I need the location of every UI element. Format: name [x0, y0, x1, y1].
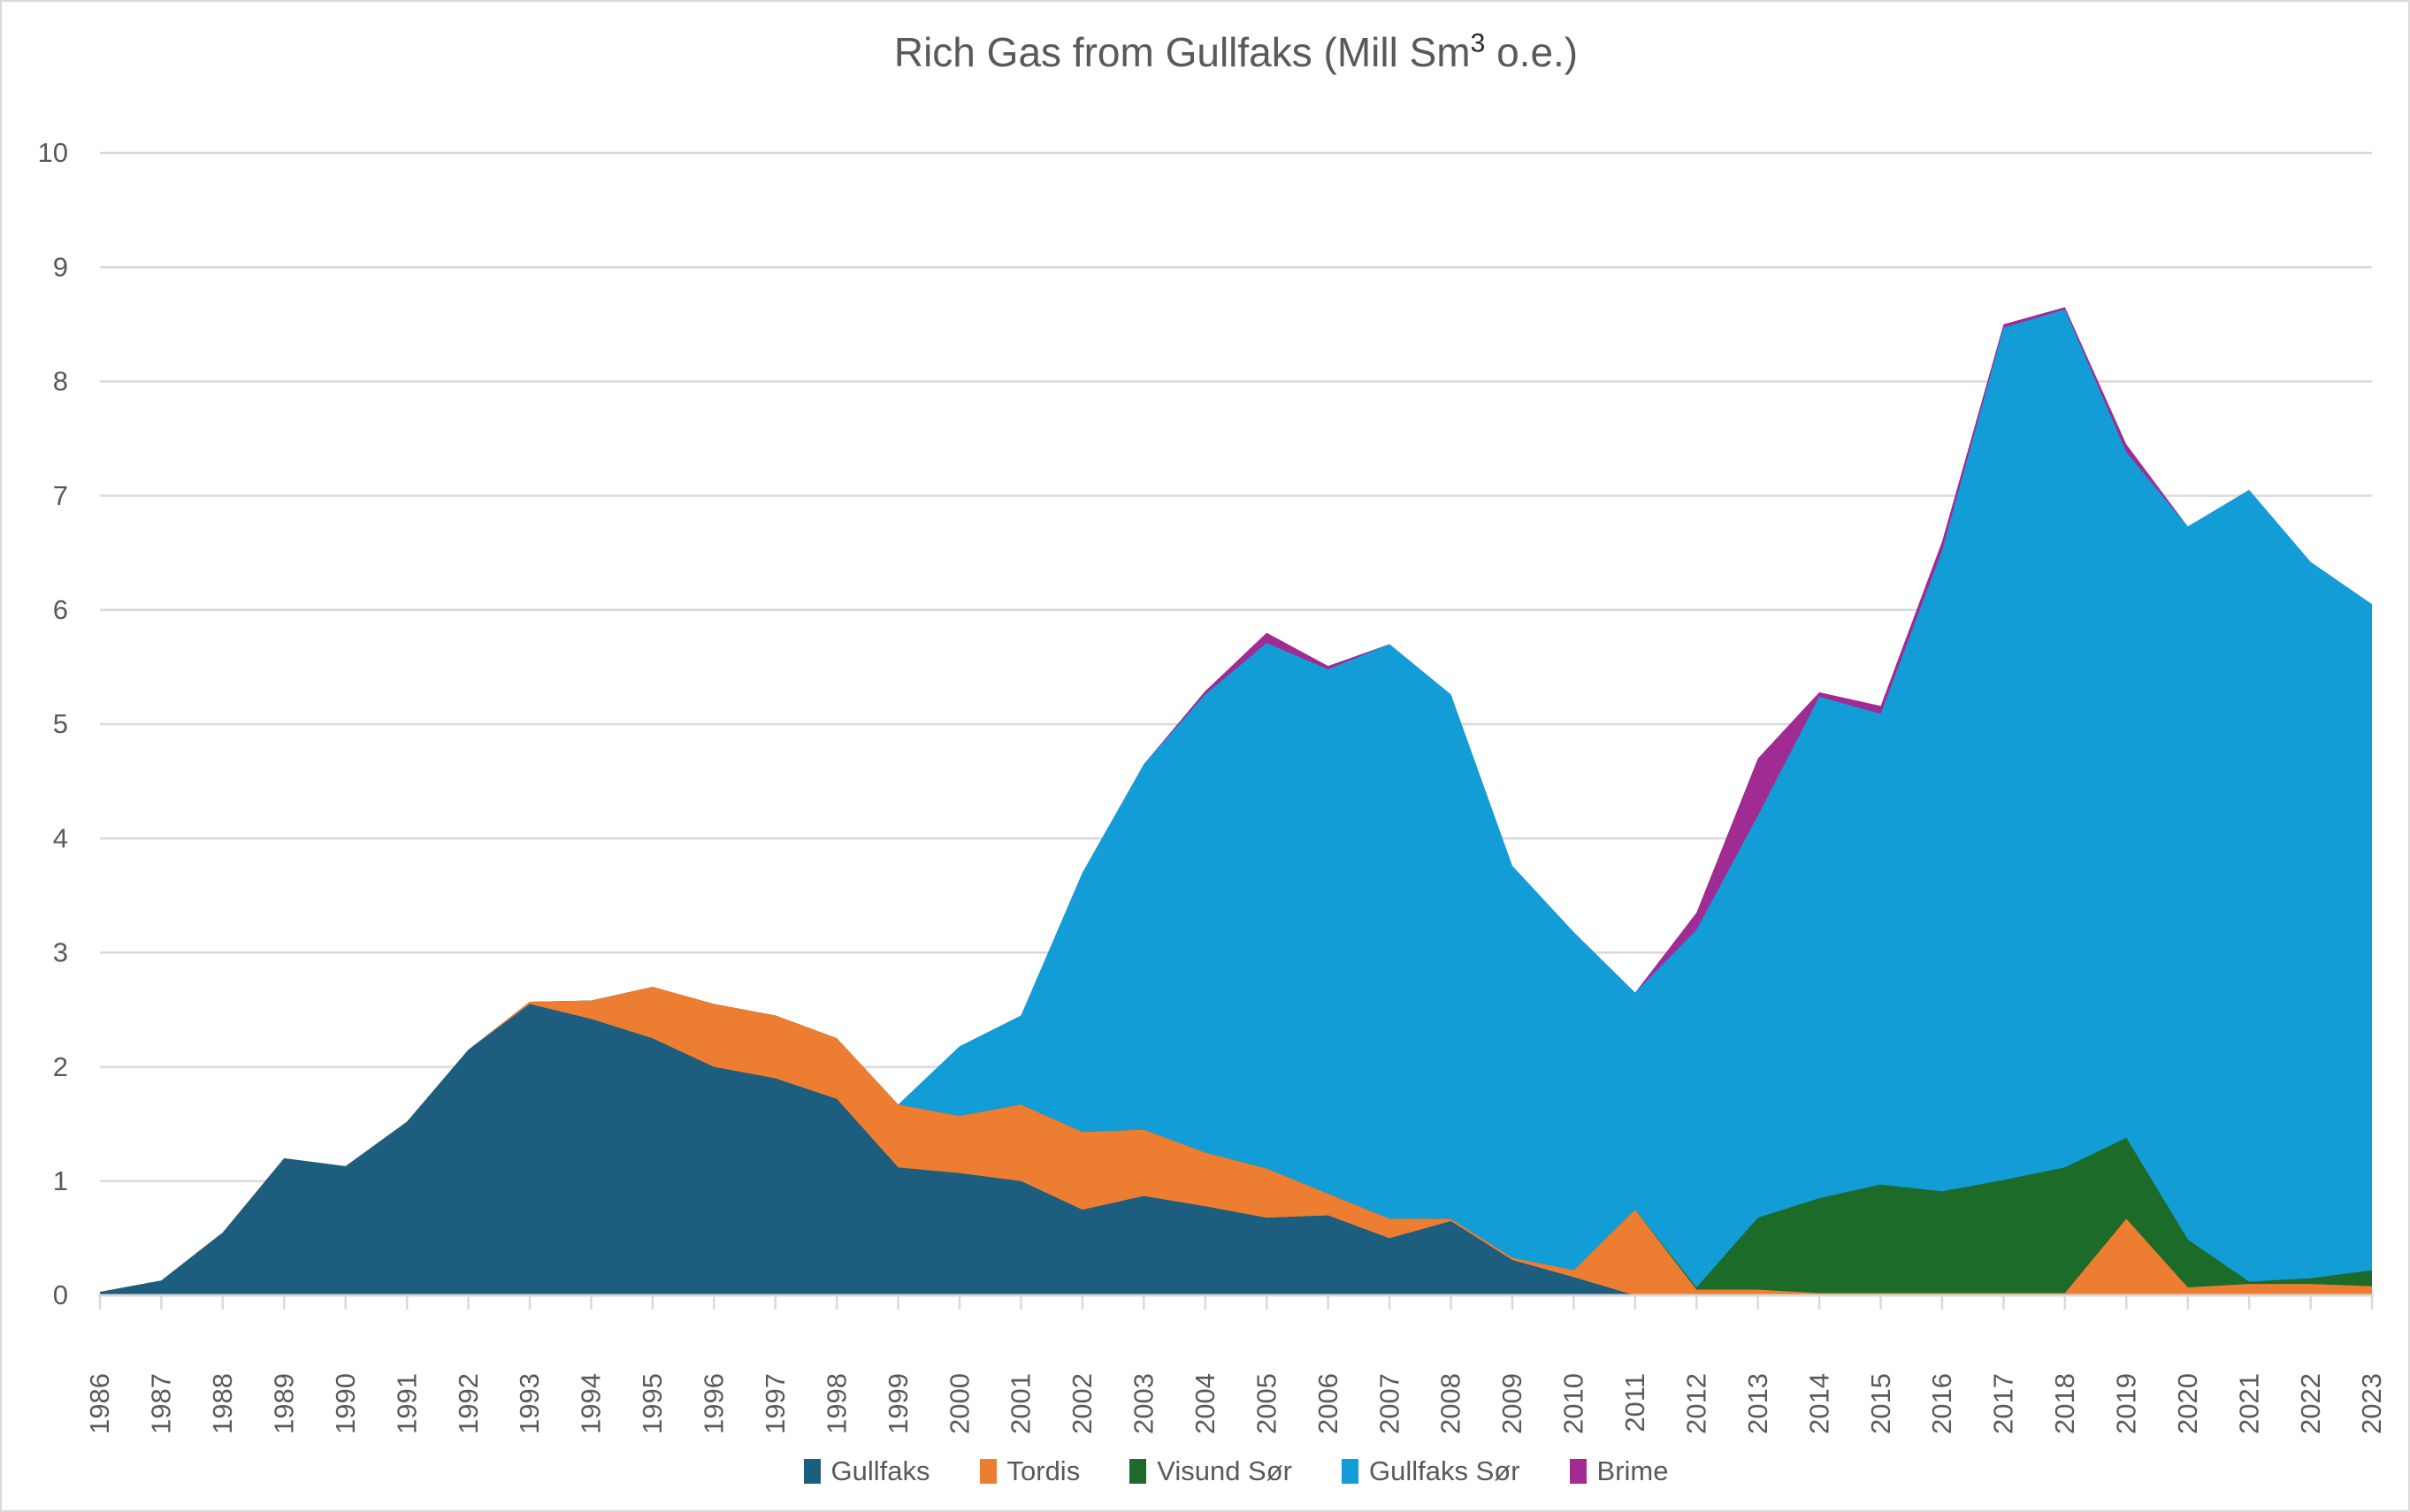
x-axis-label-2003: 2003: [1128, 1373, 1159, 1434]
legend-swatch-icon: [1129, 1459, 1147, 1484]
x-axis-label-1990: 1990: [330, 1373, 361, 1434]
x-axis-label-1994: 1994: [576, 1373, 607, 1434]
x-axis-label-2021: 2021: [2233, 1373, 2264, 1434]
y-axis-label-7: 7: [53, 480, 68, 511]
y-axis-label-10: 10: [38, 137, 68, 168]
legend-item-brime: Brime: [1569, 1455, 1669, 1487]
legend-label: Visund Sør: [1157, 1455, 1292, 1486]
x-axis-label-2007: 2007: [1373, 1373, 1404, 1434]
title-superscript: 3: [1470, 28, 1486, 58]
chart-title: Rich Gas from Gullfaks (Mill Sm3 o.e.): [893, 28, 1579, 75]
x-axis-label-1992: 1992: [453, 1373, 484, 1434]
y-axis-label-1: 1: [53, 1165, 68, 1196]
x-axis-label-1996: 1996: [699, 1373, 730, 1434]
x-axis-label-1986: 1986: [84, 1373, 115, 1434]
x-axis-label-2009: 2009: [1496, 1373, 1527, 1434]
legend-swatch-icon: [979, 1459, 997, 1484]
legend-item-visund-s-r: Visund Sør: [1129, 1455, 1292, 1487]
x-axis-label-1997: 1997: [760, 1373, 791, 1434]
x-axis-label-2017: 2017: [1988, 1373, 2019, 1434]
x-axis-label-2011: 2011: [1619, 1373, 1650, 1432]
x-axis-label-2008: 2008: [1435, 1373, 1466, 1434]
legend-label: Tordis: [1006, 1455, 1081, 1486]
x-axis-label-2018: 2018: [2049, 1373, 2080, 1434]
legend-item-tordis: Tordis: [979, 1455, 1081, 1487]
y-axis-label-8: 8: [53, 366, 68, 397]
y-axis-label-3: 3: [53, 937, 68, 968]
x-axis-label-1998: 1998: [821, 1373, 852, 1434]
y-axis-label-4: 4: [53, 822, 68, 853]
x-axis-label-2004: 2004: [1190, 1373, 1220, 1434]
legend-item-gullfaks: Gullfaks: [803, 1455, 930, 1487]
legend-item-gullfaks-s-r: Gullfaks Sør: [1341, 1455, 1520, 1487]
x-axis-label-2000: 2000: [944, 1373, 975, 1434]
x-axis-label-2019: 2019: [2111, 1373, 2142, 1434]
legend-swatch-icon: [803, 1459, 821, 1484]
legend-swatch-icon: [1569, 1459, 1587, 1484]
x-axis-label-1991: 1991: [391, 1373, 422, 1434]
x-axis-label-1995: 1995: [637, 1373, 668, 1434]
x-axis-label-2006: 2006: [1312, 1373, 1343, 1434]
y-axis-label-2: 2: [53, 1051, 68, 1082]
x-axis-label-1987: 1987: [146, 1373, 177, 1434]
legend-label: Gullfaks Sør: [1368, 1455, 1520, 1486]
x-axis-label-2001: 2001: [1006, 1373, 1037, 1434]
x-axis-label-2012: 2012: [1680, 1373, 1711, 1434]
y-axis-label-6: 6: [53, 594, 68, 625]
x-axis-label-2010: 2010: [1558, 1373, 1589, 1434]
x-axis-label-1988: 1988: [207, 1373, 238, 1434]
x-axis-label-2005: 2005: [1251, 1373, 1282, 1434]
x-axis-label-2020: 2020: [2172, 1373, 2203, 1434]
x-axis-label-2023: 2023: [2356, 1373, 2387, 1434]
legend-label: Gullfaks: [830, 1455, 930, 1486]
x-axis-label-2022: 2022: [2295, 1373, 2326, 1434]
x-axis-label-1989: 1989: [269, 1373, 300, 1434]
y-axis-label-5: 5: [53, 708, 68, 739]
area-gullfaks: [100, 1004, 2372, 1295]
x-axis-label-2002: 2002: [1067, 1373, 1098, 1434]
x-axis-label-2013: 2013: [1742, 1373, 1773, 1434]
legend-label: Brime: [1596, 1455, 1669, 1486]
x-axis-label-2015: 2015: [1865, 1373, 1896, 1434]
x-axis-label-2014: 2014: [1803, 1373, 1834, 1434]
x-axis-label-1993: 1993: [514, 1373, 545, 1434]
y-axis-label-9: 9: [53, 251, 68, 282]
x-axis-label-2016: 2016: [1926, 1373, 1957, 1434]
x-axis-label-1999: 1999: [883, 1373, 914, 1434]
y-axis-label-0: 0: [53, 1279, 68, 1310]
chart-legend: Gullfaks Tordis Visund Sør Gullfaks Sør Brim…: [100, 1455, 2372, 1487]
legend-swatch-icon: [1341, 1459, 1358, 1484]
